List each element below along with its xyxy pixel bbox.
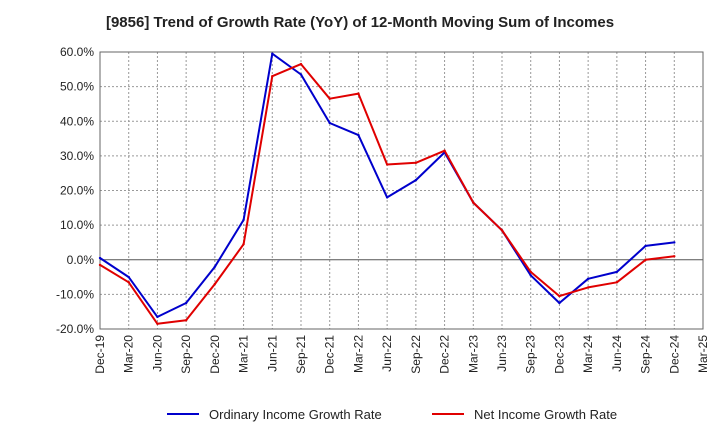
net-income-point xyxy=(443,149,446,152)
ordinary-income-point xyxy=(156,315,159,319)
x-tick-label: Mar-22 xyxy=(351,335,365,373)
x-tick-label: Mar-24 xyxy=(581,335,595,373)
y-tick-label: 60.0% xyxy=(60,45,94,59)
net-income-point xyxy=(242,242,245,246)
ordinary-income-point xyxy=(242,218,245,222)
x-tick-label: Mar-25 xyxy=(696,335,710,373)
ordinary-income-point xyxy=(586,277,590,280)
x-tick-label: Sep-20 xyxy=(179,335,193,374)
net-income-point xyxy=(500,229,504,232)
ordinary-income-point xyxy=(271,52,274,55)
net-income-point xyxy=(328,97,331,100)
x-tick-label: Dec-22 xyxy=(438,335,452,374)
x-tick-label: Sep-23 xyxy=(524,335,538,374)
legend-label-net: Net Income Growth Rate xyxy=(474,407,617,422)
y-tick-label: -20.0% xyxy=(56,322,94,336)
ordinary-income-point xyxy=(615,270,619,274)
y-tick-label: 50.0% xyxy=(60,80,94,94)
net-income-point xyxy=(385,163,389,166)
ordinary-income-point xyxy=(357,133,360,137)
x-tick-label: Mar-20 xyxy=(122,335,136,373)
legend-label-ordinary: Ordinary Income Growth Rate xyxy=(209,407,382,422)
ordinary-income-point xyxy=(299,73,303,76)
ordinary-income-point xyxy=(213,265,217,268)
x-tick-label: Dec-24 xyxy=(667,335,681,374)
net-income-point xyxy=(184,319,188,322)
net-income-point xyxy=(529,270,532,274)
x-tick-label: Jun-20 xyxy=(150,335,164,372)
x-tick-label: Jun-23 xyxy=(495,335,509,372)
ordinary-income-point xyxy=(98,256,102,260)
x-tick-label: Sep-22 xyxy=(409,335,423,374)
net-income-point xyxy=(213,282,217,286)
x-tick-label: Sep-24 xyxy=(639,335,653,374)
net-income-point xyxy=(644,258,647,261)
x-tick-label: Sep-21 xyxy=(294,335,308,374)
ordinary-income-point xyxy=(673,241,676,244)
net-income-point xyxy=(271,75,274,78)
x-tick-label: Jun-22 xyxy=(380,335,394,372)
x-tick-label: Mar-23 xyxy=(466,335,480,373)
net-income-point xyxy=(414,161,418,164)
net-income-point xyxy=(472,201,475,204)
y-tick-label: -10.0% xyxy=(56,287,94,301)
ordinary-income-point xyxy=(529,274,532,277)
ordinary-income-point xyxy=(127,275,130,279)
net-income-point xyxy=(586,286,590,289)
ordinary-income-point xyxy=(414,178,418,182)
ordinary-income-point xyxy=(328,121,331,125)
x-tick-label: Dec-19 xyxy=(93,335,107,374)
chart-title: [9856] Trend of Growth Rate (YoY) of 12-… xyxy=(105,14,615,31)
y-tick-label: 30.0% xyxy=(60,149,94,163)
x-tick-label: Dec-23 xyxy=(552,335,566,374)
y-tick-label: 40.0% xyxy=(60,114,94,128)
net-income-point xyxy=(357,92,360,95)
x-tick-label: Dec-21 xyxy=(323,335,337,374)
net-income-point xyxy=(127,281,130,284)
y-tick-label: 20.0% xyxy=(60,184,94,198)
y-tick-label: 10.0% xyxy=(60,218,94,232)
net-income-point xyxy=(98,263,102,267)
ordinary-income-point xyxy=(184,301,188,305)
ordinary-income-point xyxy=(385,196,389,199)
x-tick-label: Jun-24 xyxy=(610,335,624,372)
net-income-point xyxy=(673,255,676,258)
x-tick-label: Mar-21 xyxy=(237,335,251,373)
net-income-point xyxy=(156,322,159,326)
x-tick-label: Dec-20 xyxy=(208,335,222,374)
x-tick-label: Jun-21 xyxy=(265,335,279,372)
net-income-point xyxy=(615,281,619,284)
net-income-point xyxy=(558,294,561,298)
ordinary-income-point xyxy=(558,301,561,305)
net-income-point xyxy=(299,62,303,66)
y-tick-label: 0.0% xyxy=(67,253,95,267)
plot-border xyxy=(99,51,704,330)
ordinary-income-point xyxy=(644,244,647,248)
